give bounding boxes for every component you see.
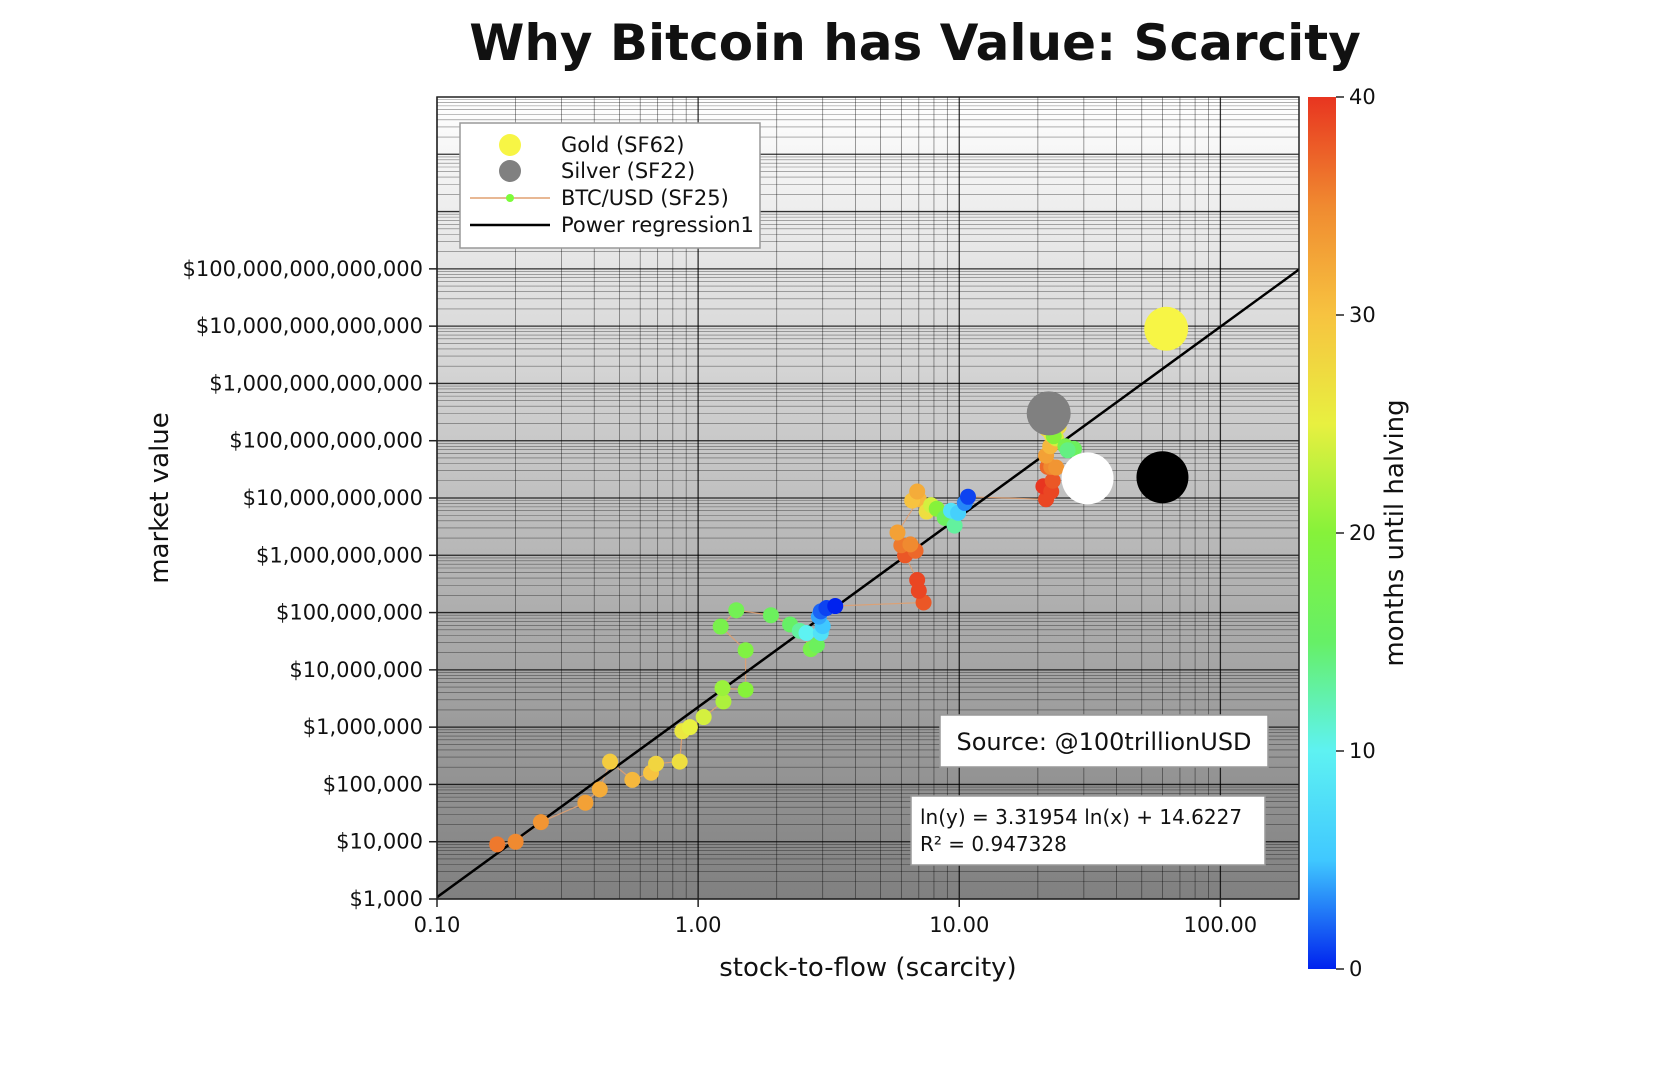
btc-point <box>798 624 815 641</box>
colorbar: 0 10 20 30 40 months until halving <box>1308 85 1410 981</box>
gold-marker <box>1144 306 1189 351</box>
y-tick-label: $10,000 <box>336 830 423 854</box>
y-tick-label: $100,000,000,000,000 <box>183 257 423 281</box>
btc-point <box>715 693 732 710</box>
source-text: Source: @100trillionUSD <box>956 728 1251 756</box>
equation-box <box>910 795 1266 866</box>
btc-point <box>681 719 698 736</box>
colorbar-tick-label: 0 <box>1349 957 1362 981</box>
legend-regression-label: Power regression1 <box>561 213 754 237</box>
btc-point <box>532 814 549 831</box>
chart-title: Why Bitcoin has Value: Scarcity <box>469 14 1361 72</box>
btc-point <box>889 524 906 541</box>
btc-point <box>712 618 729 635</box>
chart-marks <box>437 268 1299 899</box>
colorbar-tick-label: 30 <box>1349 303 1376 327</box>
btc-point <box>507 833 524 850</box>
white-point-marker <box>1061 452 1114 505</box>
colorbar-tick-label: 10 <box>1349 739 1376 763</box>
btc-point <box>762 607 779 624</box>
btc-point <box>489 836 506 853</box>
colorbar-label: months until halving <box>1380 399 1410 666</box>
btc-point <box>624 771 641 788</box>
btc-point <box>808 637 825 654</box>
y-tick-label: $1,000 <box>350 887 423 911</box>
btc-point <box>1059 442 1076 459</box>
btc-point <box>671 753 688 770</box>
btc-point <box>902 536 919 553</box>
x-tick-label: 100.00 <box>1184 913 1257 937</box>
btc-point <box>959 488 976 505</box>
btc-point <box>909 483 926 500</box>
y-tick-label: $1,000,000,000 <box>256 543 423 567</box>
x-tick-label: 1.00 <box>675 913 722 937</box>
source-annotation: Source: @100trillionUSD <box>939 714 1269 768</box>
btc-point <box>728 602 745 619</box>
colorbar-ticks: 0 10 20 30 40 <box>1336 85 1376 981</box>
btc-point <box>737 642 754 659</box>
btc-point <box>827 598 844 615</box>
btc-point <box>946 517 963 534</box>
y-axis-label: market value <box>145 412 175 584</box>
btc-point <box>577 794 594 811</box>
legend-gold-label: Gold (SF62) <box>561 133 684 157</box>
btc-point <box>909 572 926 589</box>
black-point-marker <box>1136 451 1189 504</box>
btc-point <box>714 680 731 697</box>
grid <box>436 97 1300 900</box>
legend-btc-marker <box>506 194 514 202</box>
btc-point <box>602 753 619 770</box>
regression-line <box>437 268 1299 899</box>
colorbar-gradient <box>1308 97 1336 969</box>
x-tick-label: 0.10 <box>414 913 461 937</box>
btc-point <box>695 709 712 726</box>
legend-btc-label: BTC/USD (SF25) <box>561 186 729 210</box>
btc-point <box>591 781 608 798</box>
btc-point <box>737 681 754 698</box>
x-axis-label: stock-to-flow (scarcity) <box>719 953 1016 983</box>
btc-point <box>1044 472 1061 489</box>
colorbar-tick-label: 20 <box>1349 521 1376 545</box>
plot-frame <box>436 96 1300 900</box>
silver-marker <box>1026 391 1071 436</box>
y-tick-label: $1,000,000 <box>303 715 423 739</box>
legend-gold-marker <box>499 134 521 156</box>
x-tick-label: 10.00 <box>929 913 989 937</box>
btc-point <box>1048 459 1065 476</box>
axes: 0.10 1.00 10.00 100.00 $1,000 $10,000 $100,000… <box>183 257 1258 937</box>
legend-silver-label: Silver (SF22) <box>561 159 695 183</box>
equation-text: ln(y) = 3.31954 ln(x) + 14.6227 <box>920 805 1242 829</box>
y-tick-label: $10,000,000 <box>289 658 423 682</box>
colorbar-tick-label: 40 <box>1349 85 1376 109</box>
source-box <box>939 714 1269 768</box>
legend-silver-marker <box>499 160 521 182</box>
y-tick-label: $1,000,000,000,000 <box>209 371 423 395</box>
y-tick-label: $100,000,000 <box>276 601 423 625</box>
r-squared-text: R² = 0.947328 <box>920 832 1067 856</box>
y-tick-label: $100,000 <box>323 772 423 796</box>
btc-point <box>648 755 665 772</box>
equation-annotation: ln(y) = 3.31954 ln(x) + 14.6227 R² = 0.9… <box>910 795 1266 866</box>
legend: Gold (SF62) Silver (SF22) BTC/USD (SF25)… <box>459 122 761 249</box>
y-tick-label: $10,000,000,000 <box>243 486 423 510</box>
y-tick-label: $10,000,000,000,000 <box>196 314 423 338</box>
y-tick-label: $100,000,000,000 <box>229 429 423 453</box>
